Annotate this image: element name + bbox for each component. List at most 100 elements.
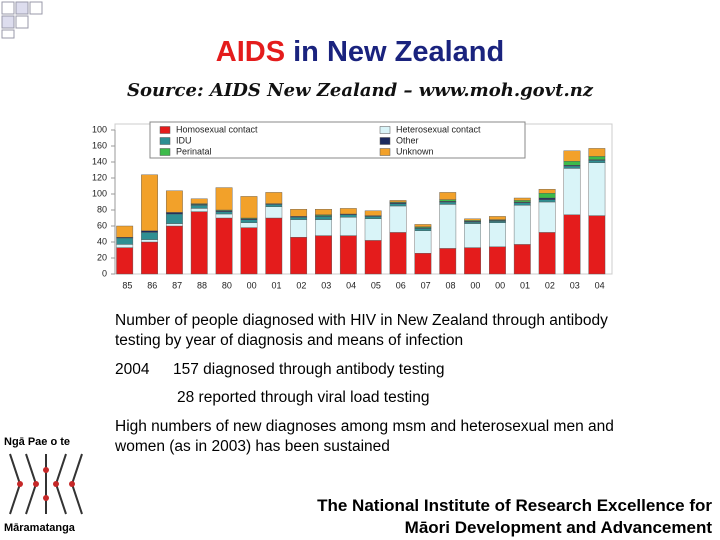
bar-segment [389,205,407,233]
bar-segment [364,216,382,219]
x-tick-label: 07 [421,280,431,290]
bar-segment [116,225,134,238]
y-tick-label: 40 [97,236,107,246]
bar-segment [165,190,183,213]
bar-segment [116,247,134,275]
bar-segment [563,214,581,275]
note: High numbers of new diagnoses among msm … [115,418,614,455]
x-tick-label: 00 [247,280,257,290]
bar-segment [290,216,308,220]
bar-segment [513,204,531,245]
bar-segment [464,223,481,248]
bar-segment [489,216,506,220]
bar-segment [414,228,432,231]
bar-segment [190,204,208,209]
bar-segment [240,219,258,224]
y-tick-label: 0 [102,268,107,278]
bar-segment [588,215,606,275]
bar-segment [364,218,382,241]
bar-segment [513,200,531,203]
x-tick-label: 88 [197,280,207,290]
bar-segment [538,192,556,199]
bar-segment [439,199,457,202]
x-tick-label: 06 [396,280,406,290]
bar-segment [240,196,258,219]
x-tick-label: 04 [595,280,605,290]
footer-1: The National Institute of Research Excel… [317,496,712,515]
y-tick-label: 100 [92,124,107,134]
bar-segment [489,246,506,275]
logo-bottom: Māramatanga [4,522,75,534]
x-tick-label: 04 [346,280,356,290]
legend-label: Heterosexual contact [396,124,481,134]
x-tick-label: 87 [172,280,182,290]
bar-segment [190,208,208,212]
bar-segment [513,244,531,275]
bar-segment [315,216,332,220]
bar-segment [538,199,556,203]
bar-segment [563,165,581,169]
legend-swatch [159,126,171,134]
bar-segment [364,240,382,275]
legend-swatch [159,137,171,145]
bar-segment [165,223,183,227]
bar-segment [588,160,606,163]
bar-segment [339,216,357,236]
line1: 157 diagnosed through antibody testing [173,361,445,378]
x-tick-label: 01 [520,280,530,290]
legend-swatch [379,137,391,145]
x-tick-label: 80 [222,280,232,290]
bar-segment [339,208,357,215]
x-tick-label: 03 [321,280,331,290]
bar-segment [364,210,382,216]
bar-segment [116,237,134,245]
x-tick-label: 02 [545,280,555,290]
bar-segment [464,218,481,221]
bar-segment [538,201,556,233]
y-tick-label: 80 [97,204,107,214]
bar-segment [215,187,233,211]
bar-segment [414,230,432,254]
bar-segment [141,230,158,233]
bar-segment [339,214,357,218]
y-tick-label: 120 [92,172,107,182]
bar-segment [489,220,506,223]
bar-segment [563,160,581,166]
bar-segment [141,174,158,232]
bar-segment [141,232,158,240]
year: 2004 [115,361,150,378]
bar-segment [215,217,233,275]
bar-segment [563,150,581,162]
bar-segment [588,148,606,157]
x-tick-label: 05 [371,280,381,290]
bar-segment [215,211,233,215]
y-tick-label: 20 [97,252,107,262]
x-tick-label: 00 [470,280,480,290]
bar-segment [240,222,258,228]
bar-segment [315,219,332,236]
bar-segment [464,221,481,224]
caption: Number of people diagnosed with HIV in N… [115,312,608,349]
x-tick-label: 00 [495,280,505,290]
x-tick-label: 08 [445,280,455,290]
title-red: AIDS [215,36,286,68]
x-tick-label: 86 [147,280,157,290]
bar-segment [513,202,531,206]
bar-segment [389,232,407,275]
legend-swatch [379,148,391,156]
bar-segment [240,227,258,275]
bar-segment [489,222,506,248]
bar-segment [439,204,457,249]
bar-segment [165,212,183,215]
x-tick-label: 03 [570,280,580,290]
bar-segment [116,244,134,248]
y-tick-label: 160 [92,140,107,150]
bar-segment [290,219,308,238]
title: AIDS in New Zealand [0,36,720,69]
legend-label: IDU [176,135,192,145]
bar-segment [190,211,208,275]
bar-segment [165,213,183,224]
corner-decoration [1,1,43,39]
